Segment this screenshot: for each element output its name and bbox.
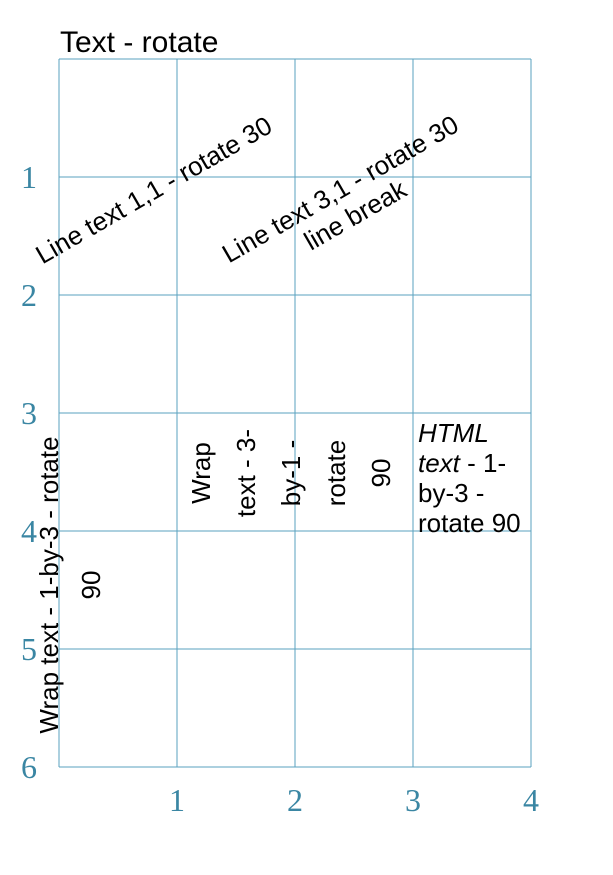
wrap-text-1-by-3: Wrap text - 1-by-3 - rotate 90 xyxy=(34,436,106,734)
html-text-1-by-3: HTML text - 1-by-3 - rotate 90 xyxy=(418,418,528,538)
axis-labels: 1 2 3 4 1 2 3 4 5 6 xyxy=(21,159,539,818)
x-axis-label: 3 xyxy=(405,782,421,818)
y-axis-label: 3 xyxy=(21,395,37,431)
y-axis-label: 6 xyxy=(21,749,37,785)
grid-lines xyxy=(58,58,532,768)
wrap-text-3-by-1: Wrap text - 3-by-1 - rotate 90 xyxy=(186,428,396,518)
x-axis-label: 2 xyxy=(287,782,303,818)
page-title: Text - rotate xyxy=(60,26,219,59)
y-axis-label: 1 xyxy=(21,159,37,195)
y-axis-label: 2 xyxy=(21,277,37,313)
x-axis-label: 1 xyxy=(169,782,185,818)
html-text-italic: HTML text xyxy=(418,418,489,478)
x-axis-label: 4 xyxy=(523,782,539,818)
html-text-rest: - 1-by-3 - rotate 90 xyxy=(418,448,521,538)
y-axis-label: 4 xyxy=(21,513,37,549)
y-axis-label: 5 xyxy=(21,631,37,667)
